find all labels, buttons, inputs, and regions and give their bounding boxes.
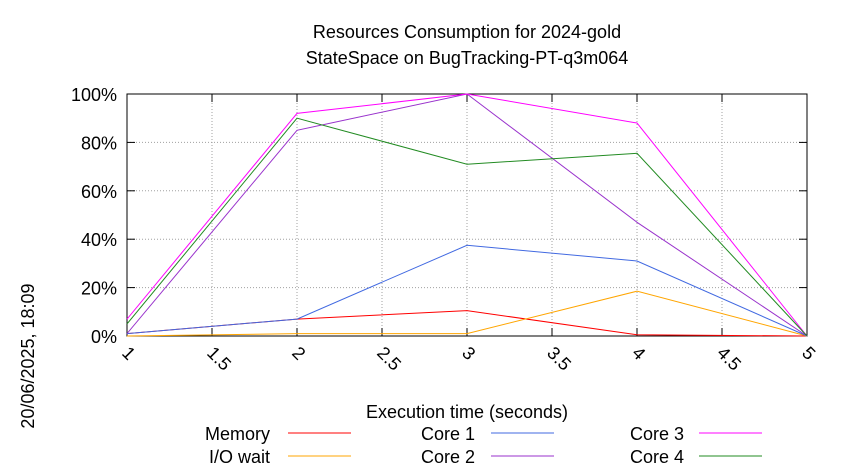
legend-label: Core 2 — [421, 447, 475, 467]
chart-subtitle: StateSpace on BugTracking-PT-q3m064 — [306, 48, 629, 68]
x-axis: 1 1.5 2 2.5 3 3.5 4 4.5 5 — [118, 94, 819, 375]
legend-label: I/O wait — [209, 447, 270, 467]
series-lines — [126, 93, 808, 337]
chart-title: Resources Consumption for 2024-gold — [313, 22, 621, 42]
x-tick-label: 3.5 — [543, 343, 575, 375]
y-tick-label: 60% — [81, 182, 117, 202]
x-tick-label: 5 — [798, 343, 819, 364]
legend-label: Core 4 — [630, 447, 684, 467]
series-line-i-o-wait — [126, 290, 808, 337]
legend-label: Memory — [205, 424, 270, 444]
x-tick-label: 2.5 — [373, 343, 405, 375]
grid — [127, 94, 807, 336]
series-line-core-3 — [126, 93, 808, 337]
legend-label: Core 3 — [630, 424, 684, 444]
y-tick-label: 20% — [81, 279, 117, 299]
x-axis-label: Execution time (seconds) — [366, 402, 568, 422]
timestamp-label: 20/06/2025, 18:09 — [18, 283, 38, 428]
series-line-core-1 — [126, 244, 808, 337]
x-tick-label: 2 — [288, 343, 309, 364]
x-tick-label: 4.5 — [713, 343, 745, 375]
y-tick-label: 0% — [91, 327, 117, 347]
series-line-core-4 — [126, 117, 808, 337]
x-tick-label: 4 — [628, 343, 649, 364]
y-tick-label: 80% — [81, 133, 117, 153]
y-tick-label: 100% — [71, 85, 117, 105]
legend-label: Core 1 — [421, 424, 475, 444]
y-tick-label: 40% — [81, 230, 117, 250]
x-tick-label: 3 — [458, 343, 479, 364]
legend: Memory I/O wait Core 1 Core 2 Core 3 Core 4 — [205, 424, 762, 467]
x-tick-label: 1.5 — [203, 343, 235, 375]
x-tick-label: 1 — [118, 343, 139, 364]
y-axis: 0% 20% 40% 60% 80% 100% — [71, 85, 807, 347]
